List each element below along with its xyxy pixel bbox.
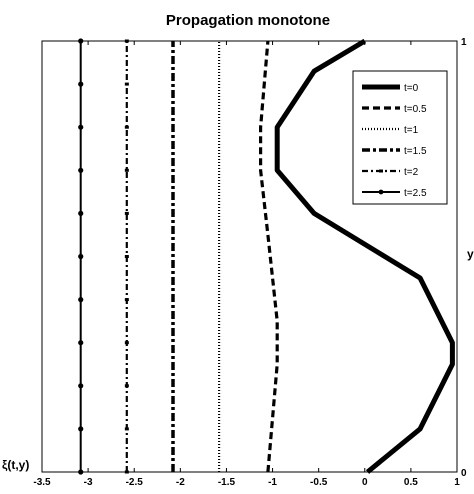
legend-label: t=1 [404,125,419,136]
ticks-layer: -3.5 -3 -2.5 -2 -1.5 -1 -0.5 0 0.5 101 [33,37,467,488]
series-line-1 [259,40,279,473]
series-marker [124,82,129,86]
series-marker [78,383,84,389]
x-tick-label: 0.5 [404,477,418,488]
series-marker [124,255,129,258]
series-line-0 [274,38,455,474]
series-marker [78,426,84,432]
x-axis-label: ξ(t,y) [2,458,29,472]
x-tick-label: -1.5 [218,477,236,488]
x-tick-label: -2.5 [126,477,144,488]
y-tick-label: 0 [461,468,467,479]
x-tick-label: 1 [454,477,460,488]
legend-box [352,70,448,205]
plot-frame [41,40,458,473]
chart-title: Propagation monotone [166,12,330,29]
series-marker [78,253,84,260]
x-tick-label: -2 [176,477,185,488]
series-marker [124,211,129,215]
series-marker [78,124,84,130]
y-axis-label: y [467,247,474,261]
legend-marker [378,189,384,195]
legend-label: t=2.5 [404,188,427,199]
y-tick-label: 1 [461,37,467,48]
series-marker [78,297,84,303]
series-marker [124,298,129,302]
x-tick-label: -1 [268,477,277,488]
series-marker [78,81,84,87]
series-marker [124,341,129,345]
series-marker [124,427,129,431]
x-tick-label: -0.5 [310,477,328,488]
legend-label: t=0 [404,83,419,94]
x-tick-label: -3 [84,477,93,488]
legend-label: t=2 [404,167,419,178]
legend-label: t=0.5 [404,104,427,115]
legend-label: t=1.5 [404,146,427,157]
legend-marker [379,169,383,173]
series-marker [124,125,129,129]
legend: t=0 t=0.5 t=1 t=1.5 t=2 t=2.5 [352,70,448,205]
series-marker [78,167,84,173]
series-marker [124,384,129,388]
series-marker [124,168,129,172]
x-tick-label: -3.5 [33,477,51,488]
series-layer [78,38,455,475]
x-tick-label: 0 [362,477,368,488]
series-marker [78,340,84,346]
series-marker [78,210,84,216]
